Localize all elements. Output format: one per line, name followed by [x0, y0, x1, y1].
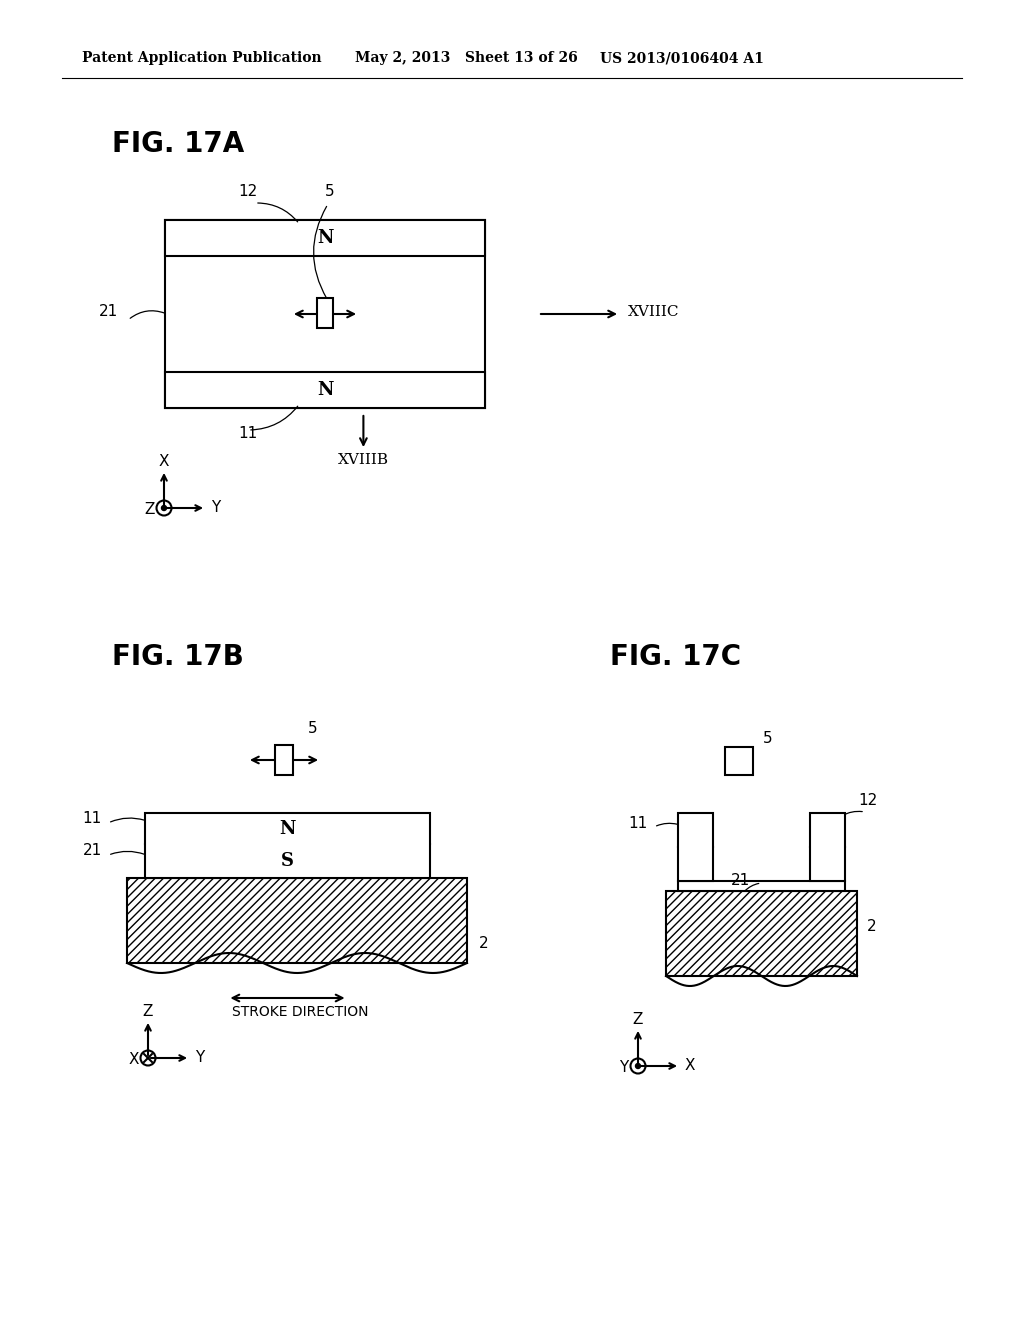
- Text: 21: 21: [730, 873, 750, 888]
- Text: US 2013/0106404 A1: US 2013/0106404 A1: [600, 51, 764, 65]
- Bar: [127, 878, 467, 964]
- Text: 12: 12: [858, 793, 878, 808]
- Text: S: S: [822, 857, 833, 871]
- Text: N: N: [689, 822, 701, 837]
- Text: XVIIIB: XVIIIB: [338, 453, 389, 467]
- Text: FIG. 17C: FIG. 17C: [610, 643, 741, 671]
- Text: 11: 11: [239, 426, 258, 441]
- Text: Z: Z: [144, 503, 156, 517]
- Circle shape: [162, 506, 167, 511]
- Text: X: X: [159, 454, 169, 470]
- Text: N: N: [821, 822, 834, 837]
- Text: FIG. 17A: FIG. 17A: [112, 129, 245, 158]
- Text: Y: Y: [196, 1051, 205, 1065]
- Text: 21: 21: [82, 843, 101, 858]
- Bar: [165, 372, 485, 408]
- Text: 11: 11: [629, 816, 647, 832]
- Text: May 2, 2013   Sheet 13 of 26: May 2, 2013 Sheet 13 of 26: [355, 51, 578, 65]
- Text: 21: 21: [98, 304, 118, 319]
- Text: 5: 5: [326, 183, 335, 199]
- Bar: [678, 880, 845, 891]
- Text: 12: 12: [239, 183, 258, 199]
- Text: Y: Y: [211, 500, 220, 516]
- Text: 2: 2: [867, 919, 877, 935]
- Text: X: X: [685, 1059, 695, 1073]
- Text: X: X: [129, 1052, 139, 1068]
- Text: S: S: [690, 857, 700, 871]
- Text: XVIIIC: XVIIIC: [628, 305, 680, 319]
- Text: Z: Z: [633, 1012, 643, 1027]
- Bar: [317, 298, 333, 327]
- Bar: [165, 220, 485, 256]
- Text: STROKE DIRECTION: STROKE DIRECTION: [232, 1005, 369, 1019]
- Circle shape: [636, 1064, 640, 1068]
- Bar: [678, 813, 713, 880]
- Text: 5: 5: [763, 731, 773, 746]
- Text: S: S: [281, 853, 294, 870]
- Text: Z: Z: [142, 1005, 154, 1019]
- Text: N: N: [280, 820, 296, 838]
- Bar: [810, 813, 845, 880]
- Bar: [666, 891, 857, 975]
- Text: Y: Y: [620, 1060, 629, 1076]
- Text: N: N: [316, 381, 333, 399]
- Text: 2: 2: [479, 936, 488, 950]
- Text: FIG. 17B: FIG. 17B: [112, 643, 244, 671]
- Bar: [725, 747, 753, 775]
- Text: N: N: [316, 228, 333, 247]
- Bar: [165, 220, 485, 408]
- Text: 5: 5: [308, 721, 317, 737]
- Bar: [275, 744, 293, 775]
- Text: Patent Application Publication: Patent Application Publication: [82, 51, 322, 65]
- Bar: [145, 813, 430, 878]
- Text: 11: 11: [82, 810, 101, 826]
